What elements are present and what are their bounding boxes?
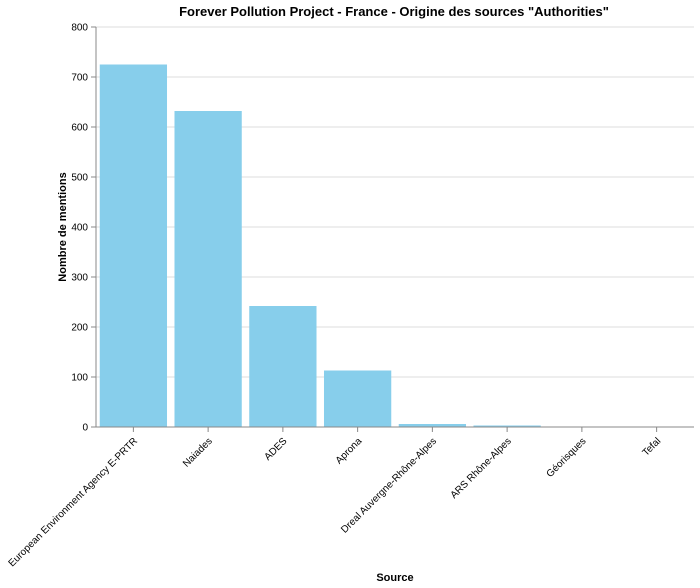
y-tick-label: 500 <box>71 173 88 184</box>
x-tick-label: Tefal <box>641 436 664 459</box>
y-axis-ticks: 0 100 200 300 400 500 600 700 800 <box>71 23 96 434</box>
x-tick-label: Géorisques <box>545 436 589 480</box>
bar <box>174 111 242 427</box>
x-axis-title: Source <box>376 572 413 584</box>
y-tick-label: 100 <box>71 373 88 384</box>
y-tick-label: 400 <box>71 223 88 234</box>
y-tick-label: 200 <box>71 323 88 334</box>
bar <box>99 64 168 427</box>
x-tick-label: ADES <box>262 436 289 463</box>
chart-title: Forever Pollution Project - France - Ori… <box>179 4 609 19</box>
bars <box>99 64 691 427</box>
x-tick-label: Naiades <box>181 436 215 470</box>
y-tick-label: 300 <box>71 273 88 284</box>
bar <box>398 424 467 427</box>
x-tick-label: ARS Rhône-Alpes <box>449 436 514 501</box>
y-tick-label: 0 <box>82 423 88 434</box>
y-axis-title: Nombre de mentions <box>57 172 69 281</box>
bar <box>323 370 392 427</box>
y-tick-label: 600 <box>71 123 88 134</box>
x-tick-label: European Environment Agency E-PRTR <box>7 436 140 569</box>
bar <box>249 306 317 427</box>
x-axis-ticks: European Environment Agency E-PRTR Naiade… <box>7 427 664 569</box>
x-tick-label: Aprona <box>334 436 365 467</box>
y-tick-label: 700 <box>71 73 88 84</box>
bar <box>473 425 541 427</box>
y-tick-label: 800 <box>71 23 88 34</box>
